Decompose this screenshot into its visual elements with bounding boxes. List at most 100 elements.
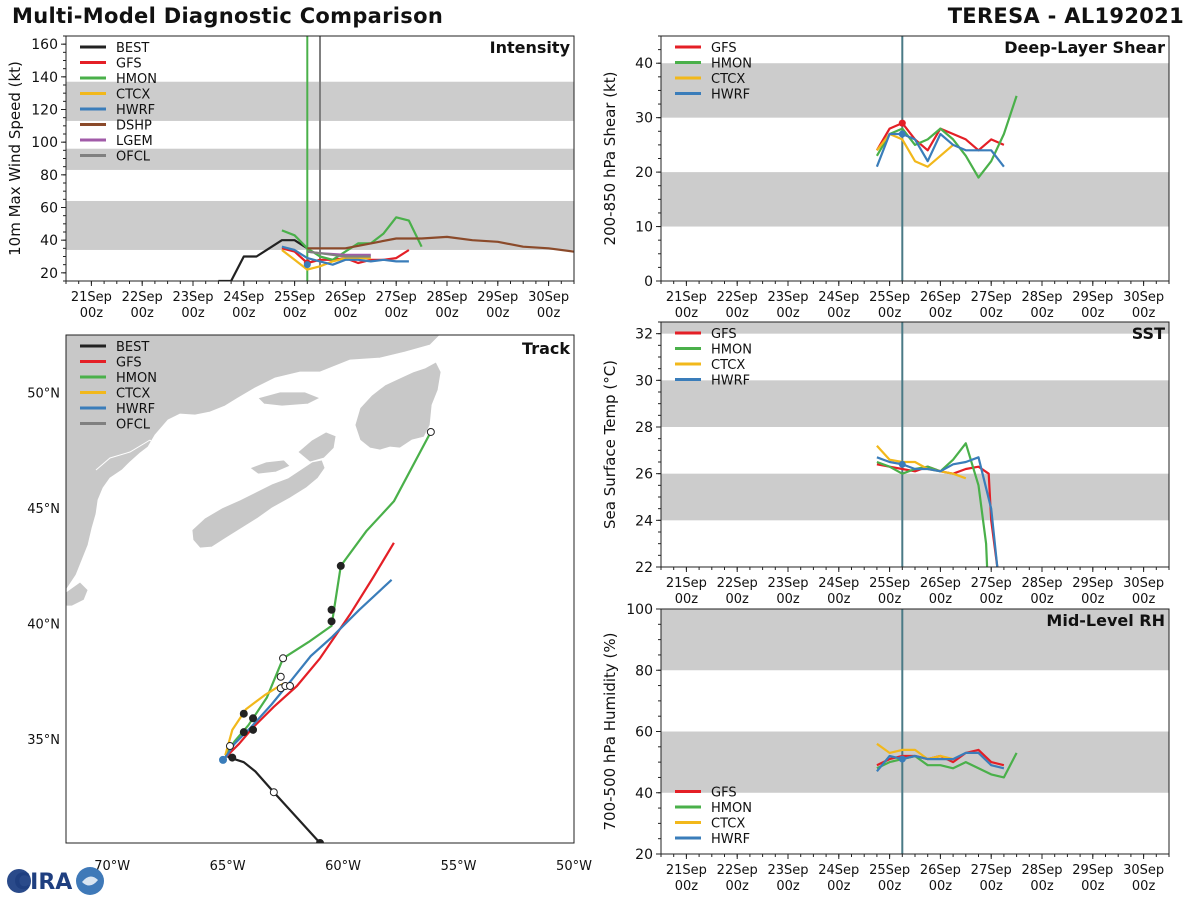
series-hwrf (281, 245, 409, 266)
legend-label-ctcx: CTCX (116, 88, 150, 103)
x-tick-label: 25Sep (869, 576, 910, 591)
y-tick-label: 20 (40, 266, 58, 282)
legend-label-best: BEST (116, 340, 149, 355)
y-axis-label: 200-850 hPa Shear (kt) (601, 72, 619, 246)
x-tick-label: 26Sep (920, 576, 961, 591)
x-tick-label: 27Sep (971, 863, 1012, 878)
x-tick-label: 23Sep (172, 290, 213, 305)
storm-title: TERESA - AL192021 (947, 4, 1184, 28)
longitude-label: 65°W (210, 859, 246, 874)
x-tick-sublabel: 00z (980, 306, 1004, 321)
series-hwrf (876, 456, 999, 567)
x-tick-label: 21Sep (666, 576, 707, 591)
border-line (95, 439, 151, 471)
x-tick-sublabel: 00z (726, 592, 750, 607)
legend-label-hmon: HMON (711, 801, 752, 816)
panel-title: Mid-Level RH (1046, 611, 1165, 630)
legend-label-lgem: LGEM (116, 134, 153, 149)
logo-text: CIRA (14, 870, 72, 895)
cira-logo: CIRA (4, 864, 108, 898)
chart-shear: 01020304021Sep00z22Sep00z23Sep00z24Sep00… (601, 35, 1170, 321)
track-hwrf (224, 578, 393, 759)
legend-label-gfs: GFS (116, 57, 142, 72)
threshold-band (661, 172, 1169, 227)
x-tick-sublabel: 00z (878, 592, 902, 607)
y-tick-label: 30 (635, 373, 653, 389)
x-tick-sublabel: 00z (1132, 879, 1156, 894)
y-tick-label: 24 (635, 513, 653, 529)
track-position-marker (269, 788, 278, 797)
analysis-point (898, 755, 906, 763)
track-position-marker (316, 839, 324, 843)
track-position-marker (228, 753, 237, 762)
x-tick-sublabel: 00z (878, 879, 902, 894)
track-position-marker (219, 755, 228, 764)
x-tick-label: 21Sep (71, 290, 112, 305)
legend-label-hmon: HMON (116, 72, 157, 87)
y-tick-label: 120 (31, 103, 58, 119)
y-tick-label: 22 (635, 560, 653, 576)
y-tick-label: 100 (626, 602, 653, 618)
latitude-label: 50°N (27, 387, 60, 402)
track-position-marker (327, 617, 336, 626)
y-tick-label: 32 (635, 327, 653, 343)
track-position-marker (279, 654, 288, 663)
x-tick-sublabel: 00z (1132, 306, 1156, 321)
x-tick-label: 24Sep (818, 290, 859, 305)
x-tick-label: 28Sep (1021, 863, 1062, 878)
x-tick-sublabel: 00z (726, 879, 750, 894)
x-tick-sublabel: 00z (334, 306, 358, 321)
x-tick-label: 30Sep (528, 290, 569, 305)
x-tick-sublabel: 00z (1081, 592, 1105, 607)
x-tick-sublabel: 00z (675, 306, 699, 321)
prince-edward-island (249, 459, 291, 475)
series-hmon (875, 95, 1018, 179)
analysis-point (898, 460, 906, 468)
series-ctcx (876, 444, 967, 480)
x-tick-sublabel: 00z (131, 306, 155, 321)
track-position-marker (327, 605, 336, 614)
x-tick-label: 26Sep (920, 290, 961, 305)
x-tick-label: 26Sep (920, 863, 961, 878)
newfoundland (354, 361, 442, 451)
x-tick-label: 29Sep (1072, 863, 1113, 878)
threshold-band (661, 609, 1169, 671)
x-tick-label: 26Sep (325, 290, 366, 305)
longitude-label: 55°W (441, 859, 477, 874)
x-tick-sublabel: 00z (827, 879, 851, 894)
x-tick-label: 27Sep (376, 290, 417, 305)
x-tick-label: 29Sep (1072, 290, 1113, 305)
x-tick-sublabel: 00z (1030, 879, 1054, 894)
x-tick-sublabel: 00z (1030, 306, 1054, 321)
figure-title: Multi-Model Diagnostic Comparison (12, 4, 444, 28)
longitude-label: 50°W (556, 859, 592, 874)
y-tick-label: 30 (635, 111, 653, 127)
y-axis-label: Sea Surface Temp (°C) (601, 360, 619, 529)
x-tick-label: 30Sep (1123, 290, 1164, 305)
series-hwrf (876, 751, 1005, 773)
y-tick-label: 160 (31, 37, 58, 53)
latitude-label: 45°N (27, 502, 60, 517)
track-position-marker (249, 725, 258, 734)
anticosti-island (257, 391, 321, 407)
legend-label-hmon: HMON (116, 371, 157, 386)
legend-label-gfs: GFS (711, 41, 737, 56)
legend-label-hwrf: HWRF (116, 402, 155, 417)
x-tick-label: 28Sep (1021, 576, 1062, 591)
x-tick-sublabel: 00z (878, 306, 902, 321)
track-position-marker (276, 672, 285, 681)
y-tick-label: 10 (635, 220, 653, 236)
legend-label-hwrf: HWRF (711, 374, 750, 389)
legend-label-gfs: GFS (711, 327, 737, 342)
x-tick-sublabel: 00z (776, 592, 800, 607)
x-tick-label: 25Sep (869, 290, 910, 305)
series-hwrf (875, 132, 1005, 168)
x-tick-sublabel: 00z (675, 592, 699, 607)
x-tick-sublabel: 00z (776, 879, 800, 894)
